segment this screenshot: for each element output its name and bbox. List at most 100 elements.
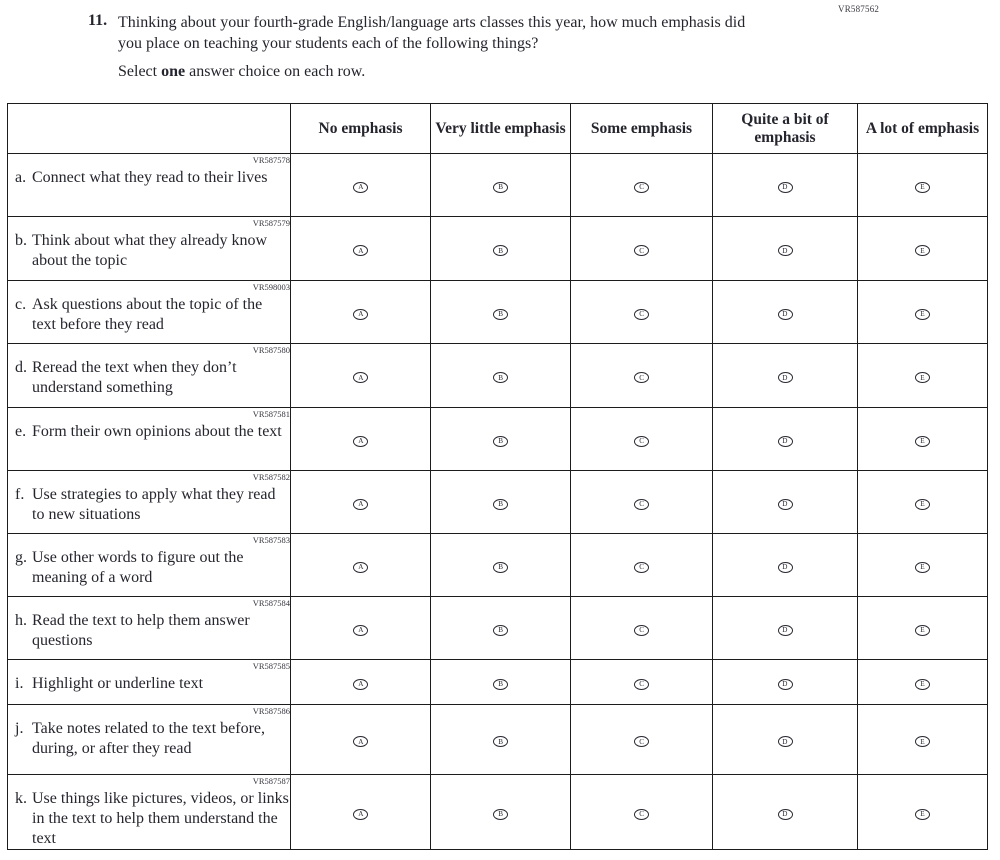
answer-bubble-e[interactable]: E	[915, 736, 930, 747]
row-code: VR587584	[252, 598, 290, 608]
answer-bubble-c[interactable]: C	[634, 372, 649, 383]
answer-cell: E	[857, 470, 988, 534]
answer-bubble-e[interactable]: E	[915, 624, 930, 636]
answer-bubble-c[interactable]: C	[634, 308, 649, 320]
answer-cell: C	[570, 470, 713, 534]
row-code: VR587578	[252, 155, 290, 165]
answer-bubble-c[interactable]: C	[634, 435, 649, 447]
bubble-letter: A	[357, 679, 364, 688]
answer-bubble-a[interactable]: A	[353, 808, 368, 820]
answer-bubble-b[interactable]: B	[493, 678, 508, 690]
answer-bubble-b[interactable]: B	[493, 561, 508, 573]
answer-bubble-d[interactable]: D	[777, 372, 793, 383]
bubble-letter: C	[639, 679, 644, 688]
answer-bubble-d[interactable]: D	[777, 678, 793, 690]
answer-bubble-d[interactable]: D	[777, 498, 793, 510]
answer-bubble-b[interactable]: B	[493, 372, 508, 383]
row-text: Highlight or underline text	[32, 675, 204, 692]
bubble-letter: B	[498, 499, 503, 508]
answer-bubble-d[interactable]: D	[777, 435, 793, 447]
answer-bubble-e[interactable]: E	[915, 678, 930, 690]
answer-bubble-d[interactable]: D	[777, 808, 793, 820]
answer-bubble-b[interactable]: B	[493, 624, 508, 636]
emphasis-table: No emphasis Very little emphasis Some em…	[7, 103, 988, 850]
answer-bubble-b[interactable]: B	[493, 435, 508, 447]
bubble-letter: A	[357, 436, 364, 445]
answer-bubble-b[interactable]: B	[493, 808, 508, 820]
answer-bubble-d[interactable]: D	[777, 624, 793, 636]
answer-bubble-a[interactable]: A	[353, 308, 368, 320]
bubble-letter: A	[357, 562, 364, 571]
bubble-letter: C	[639, 436, 644, 445]
answer-bubble-e[interactable]: E	[915, 435, 930, 447]
answer-cell: A	[290, 343, 431, 408]
answer-bubble-b[interactable]: B	[493, 308, 508, 320]
answer-bubble-d[interactable]: D	[777, 181, 793, 193]
row-stem: VR587585 i. Highlight or underline text	[7, 659, 291, 705]
answer-bubble-e[interactable]: E	[915, 308, 930, 320]
answer-bubble-d[interactable]: D	[777, 245, 793, 256]
answer-bubble-b[interactable]: B	[493, 498, 508, 510]
answer-bubble-a[interactable]: A	[353, 435, 368, 447]
answer-cell: D	[712, 470, 858, 534]
answer-bubble-e[interactable]: E	[915, 498, 930, 510]
answer-bubble-b[interactable]: B	[493, 181, 508, 193]
answer-cell: A	[290, 596, 431, 660]
answer-bubble-a[interactable]: A	[353, 245, 368, 256]
answer-bubble-c[interactable]: C	[634, 736, 649, 747]
bubble-letter: D	[782, 562, 788, 571]
table-row: VR587581 e. Form their own opinions about …	[7, 407, 988, 471]
answer-cell: E	[857, 280, 988, 344]
answer-cell: E	[857, 153, 988, 217]
bubble-letter: E	[920, 246, 925, 255]
answer-bubble-b[interactable]: B	[493, 736, 508, 747]
answer-bubble-a[interactable]: A	[353, 181, 368, 193]
answer-cell: B	[430, 407, 571, 471]
answer-cell: C	[570, 407, 713, 471]
answer-bubble-c[interactable]: C	[634, 808, 649, 820]
answer-cell: B	[430, 659, 571, 705]
bubble-letter: E	[920, 562, 925, 571]
answer-bubble-d[interactable]: D	[777, 561, 793, 573]
answer-cell: C	[570, 533, 713, 597]
row-letter: d.	[15, 359, 27, 376]
answer-cell: C	[570, 280, 713, 344]
row-letter: c.	[15, 296, 27, 313]
row-stem: VR587581 e. Form their own opinions about …	[7, 407, 291, 471]
answer-bubble-c[interactable]: C	[634, 561, 649, 573]
answer-cell: D	[712, 280, 858, 344]
row-letter: e.	[15, 423, 27, 440]
answer-cell: D	[712, 343, 858, 408]
answer-bubble-b[interactable]: B	[493, 245, 508, 256]
answer-cell: C	[570, 596, 713, 660]
answer-bubble-a[interactable]: A	[353, 372, 368, 383]
answer-bubble-e[interactable]: E	[915, 245, 930, 256]
answer-cell: D	[712, 774, 858, 850]
answer-bubble-c[interactable]: C	[634, 498, 649, 510]
answer-bubble-c[interactable]: C	[634, 678, 649, 690]
answer-bubble-d[interactable]: D	[777, 736, 793, 747]
row-letter: a.	[15, 169, 27, 186]
answer-bubble-a[interactable]: A	[353, 678, 368, 690]
row-letter: f.	[15, 486, 25, 503]
answer-cell: A	[290, 704, 431, 775]
row-text: Take notes related to the text before, d…	[32, 720, 265, 757]
answer-bubble-a[interactable]: A	[353, 736, 368, 747]
answer-bubble-c[interactable]: C	[634, 245, 649, 256]
row-text: Connect what they read to their lives	[32, 169, 268, 186]
answer-bubble-c[interactable]: C	[634, 624, 649, 636]
bubble-letter: D	[782, 182, 788, 191]
column-header-a-lot-emphasis: A lot of emphasis	[857, 103, 988, 154]
answer-bubble-a[interactable]: A	[353, 561, 368, 573]
answer-bubble-e[interactable]: E	[915, 561, 930, 573]
answer-bubble-a[interactable]: A	[353, 498, 368, 510]
answer-bubble-e[interactable]: E	[915, 808, 930, 820]
answer-cell: E	[857, 407, 988, 471]
bubble-letter: C	[639, 809, 644, 818]
answer-bubble-c[interactable]: C	[634, 181, 649, 193]
answer-bubble-e[interactable]: E	[915, 181, 930, 193]
answer-bubble-e[interactable]: E	[915, 372, 930, 383]
answer-bubble-d[interactable]: D	[777, 308, 793, 320]
row-text: Form their own opinions about the text	[32, 423, 282, 440]
answer-bubble-a[interactable]: A	[353, 624, 368, 636]
